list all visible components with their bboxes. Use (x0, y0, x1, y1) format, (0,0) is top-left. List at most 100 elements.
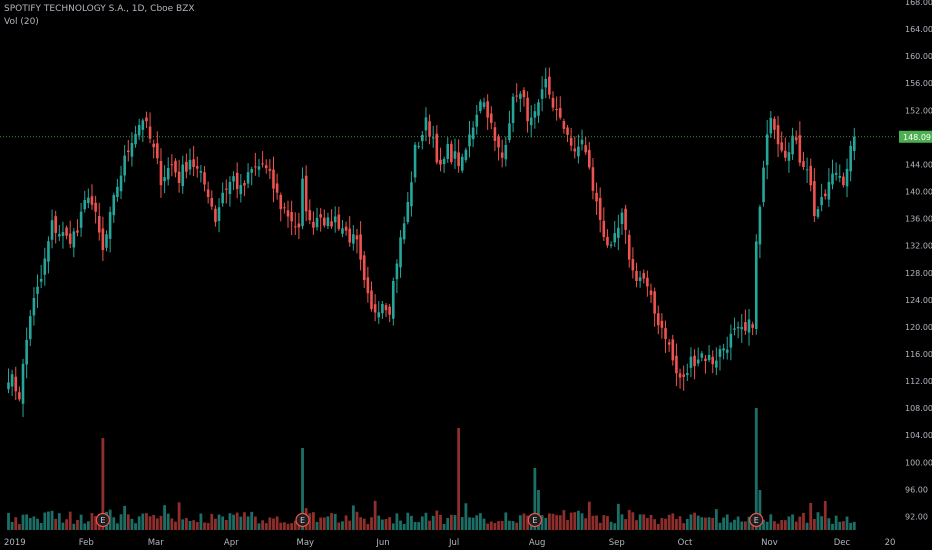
volume-bar (649, 514, 653, 530)
candle-body (355, 235, 359, 240)
volume-bar (239, 516, 243, 530)
candle-body (399, 237, 402, 268)
candle-body (119, 175, 123, 192)
candle-body (816, 209, 820, 217)
symbol-title: SPOTIFY TECHNOLOGY S.A., 1D, Cboe BZX (4, 4, 195, 14)
volume-bar (39, 523, 43, 530)
price-tick-label: 128.00 (905, 269, 932, 278)
price-tick-label: 132.00 (905, 242, 932, 251)
candle-body (108, 211, 112, 239)
volume-bar (203, 522, 206, 530)
candle-body (159, 160, 163, 186)
volume-bar (395, 513, 399, 530)
candle-body (849, 145, 852, 172)
candle-body (784, 150, 787, 158)
candle-body (10, 374, 14, 387)
candle-body (163, 177, 166, 182)
volume-bar (606, 516, 609, 530)
candle-body (852, 136, 856, 151)
candle-body (421, 134, 424, 142)
last-price-tag (899, 130, 932, 143)
volume-bar (14, 517, 18, 530)
volume-bar (21, 514, 25, 530)
volume-bar (282, 522, 286, 530)
candle-body (352, 234, 355, 244)
candle-body (519, 93, 522, 99)
candle-body (747, 319, 751, 333)
price-tick-label: 108.00 (905, 404, 932, 413)
candle-body (464, 149, 468, 161)
volume-bar (152, 514, 156, 530)
volume-bar (791, 514, 794, 530)
volume-bar (370, 517, 373, 530)
volume-bar (682, 523, 686, 530)
candle-body (362, 255, 366, 281)
volume-bar (112, 517, 116, 530)
volume-bar (693, 512, 696, 530)
earnings-marker[interactable]: E (295, 512, 310, 528)
candle-body (718, 349, 722, 357)
price-tick-label: 112.00 (905, 377, 932, 386)
price-tick-label: 92.00 (905, 512, 928, 521)
candle-body (58, 234, 61, 237)
candle-body (14, 376, 18, 392)
volume-bar (210, 513, 214, 530)
candle-body (664, 328, 667, 340)
candle-body (606, 236, 609, 246)
volume-bar (315, 521, 319, 530)
volume-bar (704, 517, 707, 530)
volume-bar (10, 521, 14, 530)
candle-body (740, 327, 744, 330)
volume-bar (635, 520, 638, 530)
candle-body (76, 230, 79, 233)
earnings-marker-label: E (100, 516, 105, 525)
volume-bar (475, 515, 479, 530)
candle-body (7, 382, 10, 390)
volume-bar (268, 517, 272, 530)
candle-body (126, 150, 130, 152)
candle-body (373, 304, 377, 313)
candle-body (820, 197, 823, 206)
candle-body (653, 291, 656, 314)
earnings-marker[interactable]: E (749, 512, 764, 528)
candle-body (624, 208, 627, 230)
candle-body (156, 143, 159, 159)
volume-bar (518, 515, 522, 530)
volume-bar (515, 522, 519, 530)
earnings-marker[interactable]: E (527, 512, 542, 528)
volume-bar (322, 517, 326, 530)
candle-body (591, 167, 595, 191)
volume-bar (181, 519, 185, 530)
volume-bar (83, 523, 87, 530)
candle-body (101, 228, 105, 251)
price-tick-label: 116.00 (905, 350, 932, 359)
volume-bar (417, 522, 421, 530)
volume-bar (671, 513, 675, 530)
time-tick-label: 20 (885, 538, 896, 548)
candle-body (511, 96, 515, 123)
candle-body (275, 183, 279, 193)
candle-body (548, 76, 551, 95)
volume-bar (537, 490, 540, 530)
candle-body (290, 212, 293, 222)
candle-body (765, 134, 769, 166)
volume-bar (446, 518, 450, 530)
candle-body (210, 198, 214, 207)
candle-body (428, 121, 431, 137)
candle-body (112, 195, 116, 216)
volume-bar (366, 523, 370, 530)
volume-indicator-label[interactable]: Vol (20) (4, 17, 39, 27)
candle-body (366, 277, 370, 294)
earnings-marker[interactable]: E (95, 512, 110, 528)
volume-bar (108, 509, 112, 530)
candle-body (388, 306, 391, 315)
price-tick-label: 96.00 (905, 485, 928, 494)
candle-body (359, 234, 362, 260)
candle-body (68, 233, 72, 244)
earnings-marker-label: E (300, 516, 305, 525)
volume-bar (562, 510, 566, 530)
volume-bar (591, 515, 595, 530)
volume-bar (471, 517, 475, 530)
